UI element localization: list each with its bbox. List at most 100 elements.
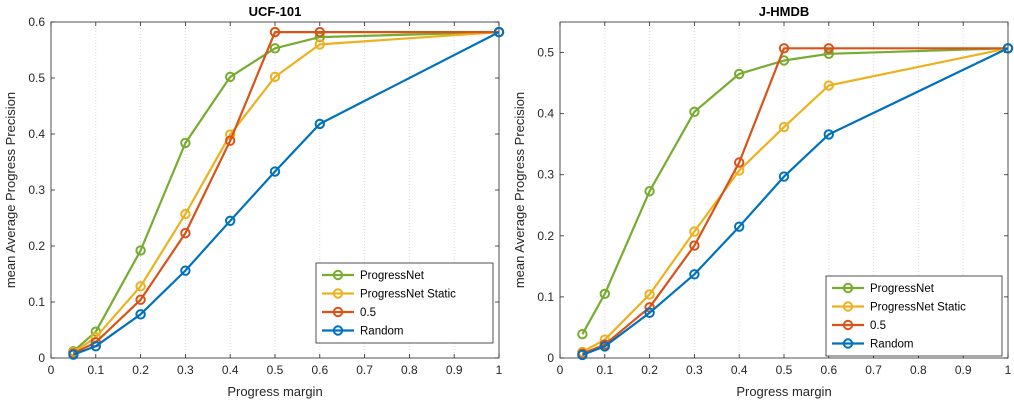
series-line — [582, 47, 1009, 356]
legend-marker — [842, 319, 854, 331]
data-point — [577, 328, 588, 340]
data-point — [689, 226, 700, 237]
y-tick-label: 0.2 — [537, 229, 554, 243]
data-point — [577, 349, 588, 361]
x-tick-label: 0.2 — [641, 363, 658, 377]
data-point — [689, 240, 700, 251]
x-tick-label: 0.7 — [356, 363, 373, 377]
legend: ProgressNet ProgressNet Static 0.5 Random — [825, 275, 1003, 357]
y-axis-label: mean Average Progress Precision — [3, 92, 18, 288]
y-tick-label: 0.4 — [28, 127, 45, 141]
legend-marker — [332, 269, 344, 281]
legend-marker — [842, 282, 854, 294]
data-point — [778, 121, 790, 133]
x-tick-label: 0 — [48, 363, 55, 377]
data-point — [68, 349, 79, 360]
legend: ProgressNet ProgressNet Static 0.5 Random — [315, 262, 494, 344]
series-random — [577, 43, 1014, 361]
data-point — [90, 341, 102, 352]
y-tick-label: 0.3 — [537, 168, 554, 182]
series-line — [72, 31, 500, 353]
series-line — [72, 31, 500, 354]
legend-marker — [842, 338, 854, 349]
legend-label: ProgressNet — [870, 283, 935, 295]
data-point — [314, 39, 325, 50]
data-point — [734, 221, 745, 232]
chart-title: UCF-101 — [249, 4, 302, 19]
data-point — [180, 227, 191, 239]
legend-label: Random — [870, 339, 913, 351]
data-point — [689, 106, 700, 118]
x-tick-label: 0.5 — [776, 363, 793, 377]
y-tick-label: 0.5 — [537, 46, 554, 60]
data-point — [135, 281, 146, 292]
x-tick-label: 0.4 — [222, 363, 239, 377]
series-random — [68, 26, 505, 360]
chart-2: 0 0.1 0.2 0.3 0.4 0.5 0.6 0.7 0.8 0.9 1 0 0.1 0.2 0.3 0… — [512, 4, 1014, 399]
x-tick-label: 1 — [496, 363, 503, 377]
data-point — [493, 26, 505, 38]
data-point — [135, 294, 146, 305]
data-point — [823, 43, 834, 54]
data-point — [225, 71, 236, 83]
y-tick-label: 0 — [38, 351, 45, 365]
data-point — [180, 265, 191, 276]
legend-marker — [332, 325, 344, 336]
data-point — [225, 135, 236, 146]
data-point — [823, 48, 834, 59]
series-line — [581, 47, 1009, 335]
x-axis-label: Progress margin — [736, 384, 831, 399]
x-tick-label: 1 — [1005, 363, 1012, 377]
data-point — [225, 215, 236, 227]
data-point — [269, 71, 281, 83]
legend-marker — [332, 306, 344, 318]
x-tick-label: 0.3 — [686, 363, 703, 377]
x-tick-label: 0.8 — [910, 363, 927, 377]
series-line — [581, 47, 1008, 355]
data-point — [599, 341, 610, 352]
data-point — [314, 118, 325, 130]
x-tick-label: 0 — [557, 363, 564, 377]
legend-label: ProgressNet — [360, 270, 425, 282]
legend-label: ProgressNet Static — [870, 302, 966, 314]
data-point — [269, 43, 281, 54]
data-point — [314, 26, 325, 38]
chart-1: 0 0.1 0.2 0.3 0.4 0.5 0.6 0.7 0.8 0.9 1 0 0.1 0.2 0.3 0… — [3, 4, 505, 399]
y-tick-label: 0 — [547, 351, 554, 365]
data-point — [135, 309, 146, 320]
legend-label: Random — [360, 326, 403, 338]
x-tick-label: 0.2 — [132, 363, 149, 377]
data-point — [823, 129, 834, 140]
x-axis-label: Progress margin — [227, 384, 322, 399]
x-tick-label: 0.1 — [596, 363, 613, 377]
y-tick-label: 0.2 — [28, 239, 45, 253]
series-line — [581, 47, 1009, 353]
x-tick-label: 0.4 — [731, 363, 748, 377]
y-tick-label: 0.5 — [28, 71, 45, 85]
data-point — [689, 269, 700, 280]
x-tick-label: 0.8 — [401, 363, 418, 377]
y-tick-label: 0.1 — [537, 290, 554, 304]
data-point — [823, 80, 834, 91]
x-tick-label: 0.9 — [446, 363, 463, 377]
legend-label: 0.5 — [870, 320, 886, 332]
y-tick-label: 0.3 — [28, 183, 45, 197]
data-point — [778, 171, 790, 182]
chart-title: J-HMDB — [759, 4, 810, 19]
data-point — [180, 208, 191, 220]
series-line — [72, 30, 499, 355]
x-tick-label: 0.3 — [177, 363, 194, 377]
data-point — [180, 137, 191, 149]
legend-marker — [332, 288, 344, 299]
legend-marker — [842, 301, 854, 312]
data-point — [778, 43, 790, 54]
x-tick-label: 0.1 — [87, 363, 104, 377]
y-tick-label: 0.6 — [28, 15, 45, 29]
data-point — [269, 166, 281, 177]
series-line — [73, 31, 500, 356]
data-point — [1002, 43, 1014, 54]
x-tick-label: 0.5 — [267, 363, 284, 377]
data-point — [135, 245, 146, 256]
data-point — [269, 26, 281, 38]
